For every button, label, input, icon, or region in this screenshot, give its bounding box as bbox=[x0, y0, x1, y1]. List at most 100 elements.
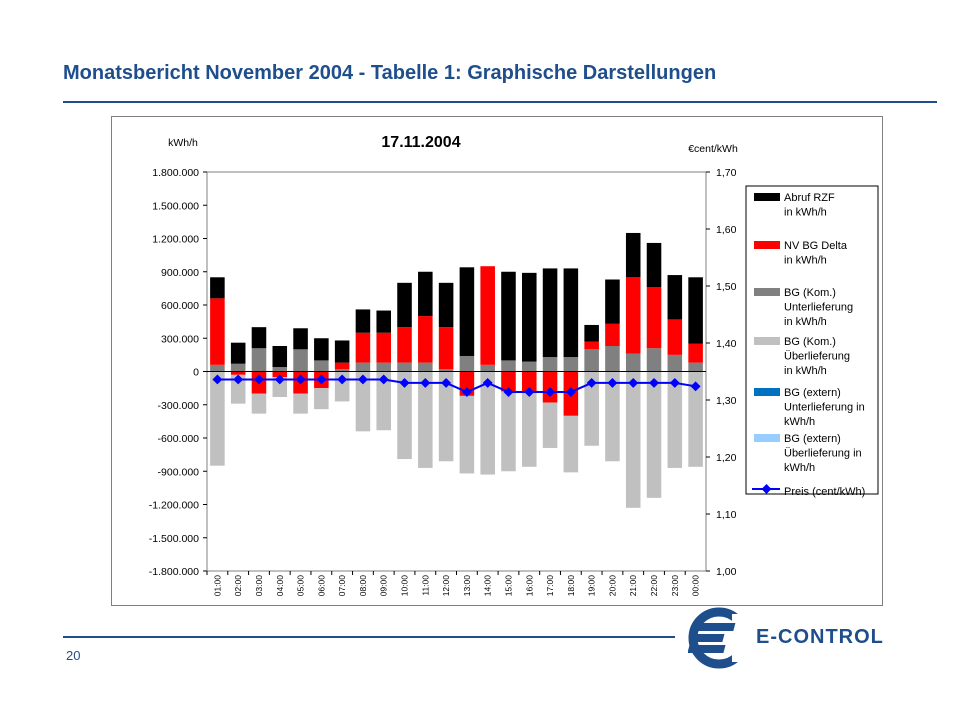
x-tick-label: 18:00 bbox=[566, 575, 576, 597]
legend-label: in kWh/h bbox=[784, 207, 827, 219]
bar-1 bbox=[418, 316, 433, 363]
bar-0 bbox=[584, 324, 599, 342]
x-tick-label: 21:00 bbox=[628, 575, 638, 597]
bar-0 bbox=[293, 328, 308, 350]
x-tick-label: 03:00 bbox=[254, 575, 264, 597]
legend-swatch bbox=[754, 241, 780, 249]
bar-0 bbox=[605, 279, 620, 324]
legend-label: Unterlieferung in bbox=[784, 402, 865, 414]
bar-1 bbox=[646, 287, 662, 349]
price-marker bbox=[545, 387, 556, 397]
y-tick-label-left: 0 bbox=[193, 367, 199, 379]
legend-label: in kWh/h bbox=[784, 255, 827, 267]
bar-3 bbox=[521, 391, 537, 467]
x-tick-label: 10:00 bbox=[400, 575, 410, 597]
legend-label: Überlieferung bbox=[784, 351, 850, 363]
bar-2 bbox=[293, 349, 308, 372]
bar-0 bbox=[521, 272, 537, 362]
legend-swatch bbox=[754, 337, 780, 345]
bar-2 bbox=[688, 362, 703, 372]
y-tick-label-left: 600.000 bbox=[161, 300, 199, 312]
legend-label: kWh/h bbox=[784, 416, 815, 428]
bar-0 bbox=[355, 309, 371, 333]
bar-0 bbox=[563, 268, 579, 358]
x-tick-label: 17:00 bbox=[545, 575, 555, 597]
price-marker bbox=[503, 387, 514, 397]
bar-3 bbox=[230, 374, 246, 404]
bar-2 bbox=[563, 357, 579, 372]
bar-0 bbox=[397, 282, 412, 328]
bar-1 bbox=[605, 323, 620, 347]
bar-2 bbox=[646, 348, 662, 372]
bar-2 bbox=[542, 357, 558, 372]
y-tick-label-left: 300.000 bbox=[161, 333, 199, 345]
y-tick-label-right: 1,00 bbox=[716, 566, 737, 578]
y-tick-label-right: 1,10 bbox=[716, 509, 737, 521]
price-marker bbox=[669, 377, 680, 388]
legend-label: BG (Kom.) bbox=[784, 336, 836, 348]
y-tick-label-left: -1.500.000 bbox=[149, 533, 199, 545]
price-marker bbox=[274, 374, 285, 385]
bar-0 bbox=[501, 271, 516, 361]
legend-label: Unterlieferung bbox=[784, 302, 853, 314]
price-marker bbox=[399, 377, 410, 388]
bar-1 bbox=[397, 327, 412, 363]
price-marker bbox=[378, 374, 389, 385]
bar-0 bbox=[251, 327, 267, 349]
x-tick-label: 19:00 bbox=[587, 575, 597, 597]
x-tick-label: 01:00 bbox=[212, 575, 222, 597]
bar-2 bbox=[667, 354, 683, 372]
legend-label: BG (extern) bbox=[784, 433, 841, 445]
bar-3 bbox=[355, 371, 371, 432]
bar-0 bbox=[542, 268, 558, 358]
bar-2 bbox=[605, 346, 620, 372]
y-axis-left-label: kWh/h bbox=[168, 137, 198, 149]
price-marker bbox=[337, 374, 348, 385]
bar-3 bbox=[251, 393, 267, 414]
y-tick-label-left: -600.000 bbox=[158, 433, 200, 445]
bar-2 bbox=[625, 353, 641, 372]
title-divider bbox=[63, 101, 937, 103]
bar-1 bbox=[230, 371, 246, 375]
chart-title: 17.11.2004 bbox=[381, 134, 460, 151]
bar-3 bbox=[542, 402, 558, 448]
bar-0 bbox=[230, 342, 246, 364]
price-marker bbox=[441, 377, 452, 388]
price-marker bbox=[607, 377, 618, 388]
bar-3 bbox=[605, 371, 620, 462]
bar-1 bbox=[334, 362, 350, 370]
bar-3 bbox=[397, 371, 412, 460]
bar-0 bbox=[314, 338, 329, 361]
x-tick-label: 14:00 bbox=[483, 575, 493, 597]
bar-1 bbox=[542, 371, 558, 403]
x-tick-label: 09:00 bbox=[379, 575, 389, 597]
legend-swatch bbox=[754, 193, 780, 201]
y-tick-label-left: -1.800.000 bbox=[149, 566, 199, 578]
bar-2 bbox=[376, 362, 392, 372]
y-tick-label-left: -1.200.000 bbox=[149, 500, 199, 512]
page-number: 20 bbox=[66, 648, 81, 663]
bar-0 bbox=[376, 310, 392, 333]
legend-label: BG (extern) bbox=[784, 387, 841, 399]
x-tick-label: 23:00 bbox=[670, 575, 680, 597]
bar-3 bbox=[438, 371, 454, 462]
price-marker bbox=[565, 387, 576, 397]
bar-0 bbox=[459, 267, 475, 356]
legend-label: Preis (cent/kWh) bbox=[784, 486, 865, 498]
bar-1 bbox=[438, 327, 454, 370]
price-marker bbox=[690, 381, 701, 392]
bar-0 bbox=[625, 232, 641, 278]
legend-label: Überlieferung in bbox=[784, 448, 862, 460]
x-tick-label: 06:00 bbox=[316, 575, 326, 597]
bar-3 bbox=[459, 395, 475, 474]
bar-3 bbox=[625, 371, 641, 508]
y-tick-label-right: 1,40 bbox=[716, 338, 737, 350]
y-tick-label-left: 900.000 bbox=[161, 267, 199, 279]
legend-label: in kWh/h bbox=[784, 316, 827, 328]
bar-3 bbox=[418, 371, 433, 468]
bar-3 bbox=[667, 371, 683, 468]
x-tick-label: 20:00 bbox=[607, 575, 617, 597]
price-marker bbox=[649, 377, 659, 388]
logo-text: E-CONTROL bbox=[756, 626, 884, 648]
